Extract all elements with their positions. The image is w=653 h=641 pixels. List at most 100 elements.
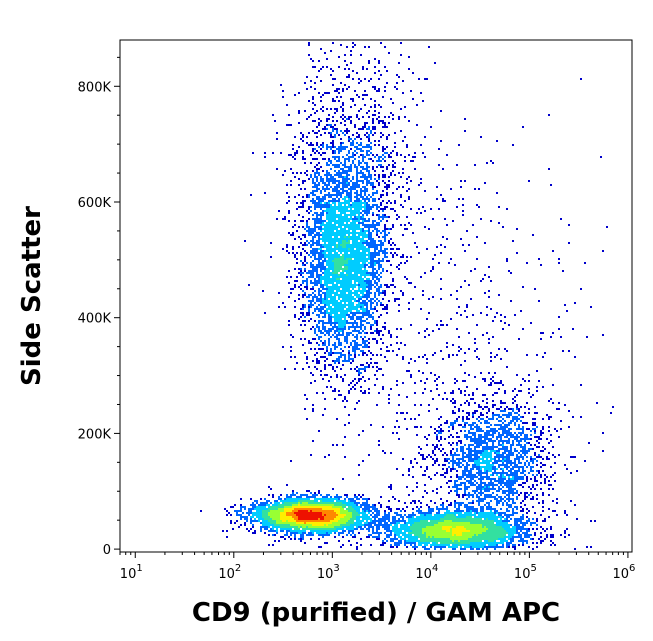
event-dot (416, 434, 418, 436)
event-dot (370, 510, 372, 512)
event-dot (376, 208, 378, 210)
event-dot (460, 314, 462, 316)
event-dot (456, 476, 458, 478)
event-dot (324, 306, 326, 308)
event-dot (312, 60, 314, 62)
event-dot (344, 172, 346, 174)
event-dot (548, 488, 550, 490)
event-dot (380, 160, 382, 162)
event-dot (476, 426, 478, 428)
event-dot (544, 520, 546, 522)
event-dot (380, 292, 382, 294)
event-dot (602, 250, 604, 252)
event-dot (394, 298, 396, 300)
event-dot (352, 156, 354, 158)
event-dot (380, 544, 382, 546)
event-dot (506, 440, 508, 442)
event-dot (360, 144, 362, 146)
event-dot (540, 474, 542, 476)
event-dot (518, 466, 520, 468)
event-dot (382, 180, 384, 182)
event-dot (374, 72, 376, 74)
event-dot (290, 154, 292, 156)
event-dot (550, 536, 552, 538)
event-dot (456, 442, 458, 444)
event-dot (302, 330, 304, 332)
event-dot (370, 304, 372, 306)
event-dot (356, 116, 358, 118)
event-dot (386, 252, 388, 254)
event-dot (320, 214, 322, 216)
event-dot (302, 226, 304, 228)
event-dot (318, 278, 320, 280)
event-dot (364, 370, 366, 372)
event-dot (464, 402, 466, 404)
event-dot (518, 338, 520, 340)
event-dot (348, 178, 350, 180)
event-dot (344, 424, 346, 426)
event-dot (352, 386, 354, 388)
event-dot (360, 328, 362, 330)
event-dot (488, 502, 490, 504)
event-dot (384, 46, 386, 48)
event-dot (376, 342, 378, 344)
event-dot (534, 444, 536, 446)
event-dot (532, 538, 534, 540)
event-dot (358, 312, 360, 314)
event-dot (456, 494, 458, 496)
event-dot (366, 182, 368, 184)
event-dot (386, 514, 388, 516)
event-dot (370, 244, 372, 246)
event-dot (332, 128, 334, 130)
event-dot (482, 492, 484, 494)
event-dot (260, 502, 262, 504)
event-dot (282, 174, 284, 176)
event-dot (412, 512, 414, 514)
event-dot (402, 458, 404, 460)
event-dot (370, 252, 372, 254)
event-dot (370, 148, 372, 150)
event-dot (378, 112, 380, 114)
event-dot (356, 344, 358, 346)
event-dot (464, 360, 466, 362)
event-dot (314, 200, 316, 202)
event-dot (336, 190, 338, 192)
event-dot (486, 496, 488, 498)
event-dot (496, 392, 498, 394)
event-dot (370, 264, 372, 266)
event-dot (304, 338, 306, 340)
event-dot (292, 148, 294, 150)
event-dot (320, 256, 322, 258)
event-dot (520, 444, 522, 446)
event-dot (530, 466, 532, 468)
event-dot (502, 328, 504, 330)
event-dot (368, 136, 370, 138)
event-dot (468, 510, 470, 512)
event-dot (320, 68, 322, 70)
event-dot (300, 188, 302, 190)
event-dot (446, 508, 448, 510)
event-dot (290, 288, 292, 290)
event-dot (530, 538, 532, 540)
event-dot (378, 286, 380, 288)
event-dot (508, 408, 510, 410)
event-dot (494, 508, 496, 510)
event-dot (540, 432, 542, 434)
event-dot (516, 252, 518, 254)
event-dot (342, 444, 344, 446)
event-dot (372, 126, 374, 128)
event-dot (468, 486, 470, 488)
event-dot (342, 168, 344, 170)
event-dot (370, 236, 372, 238)
event-dot (260, 498, 262, 500)
event-dot (462, 458, 464, 460)
event-dot (486, 398, 488, 400)
event-dot (352, 184, 354, 186)
event-dot (304, 542, 306, 544)
event-dot (320, 320, 322, 322)
event-dot (334, 352, 336, 354)
event-dot (462, 470, 464, 472)
event-dot (444, 472, 446, 474)
event-dot (564, 512, 566, 514)
event-dot (458, 440, 460, 442)
